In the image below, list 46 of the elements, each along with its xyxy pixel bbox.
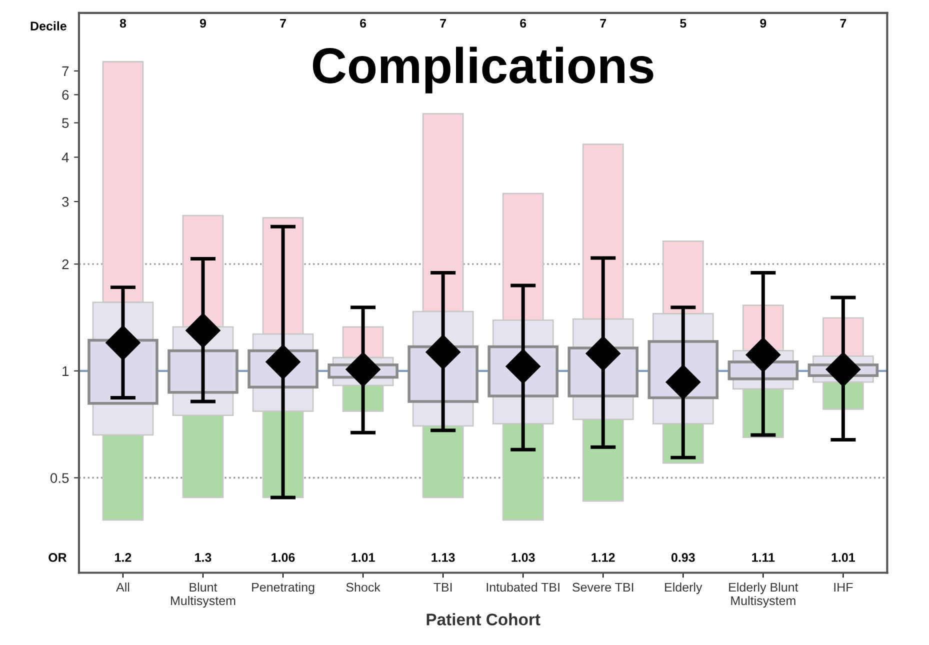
y-tick-label: 6	[62, 90, 69, 100]
x-tick-label: Elderly Blunt Multisystem	[729, 582, 798, 608]
annotation: 0.93	[671, 553, 695, 562]
annotation: 7	[600, 18, 606, 28]
annotation: 9	[760, 18, 766, 28]
annotation: 7	[280, 18, 286, 28]
x-tick-label: Severe TBI	[572, 582, 634, 592]
point	[106, 325, 140, 360]
y-tick-label: 5	[62, 118, 69, 128]
x-tick-label: Blunt Multisystem	[171, 582, 236, 608]
annotation: 1.03	[512, 553, 535, 562]
annotation: 6	[360, 18, 366, 28]
x-tick-label: Penetrating	[252, 582, 314, 594]
annotation: 1.01	[832, 553, 855, 562]
annotation: 1.13	[432, 553, 455, 562]
x-tick-label: Shock	[346, 582, 380, 592]
y-tick-label: 2	[62, 259, 69, 270]
annotation: 6	[520, 18, 526, 28]
annotation: 8	[120, 18, 126, 28]
y-tick-label: 7	[62, 66, 69, 76]
point	[346, 352, 380, 387]
y-tick-label: 3	[62, 196, 69, 207]
annotation: 1.11	[752, 553, 775, 562]
x-tick-label: Elderly	[665, 582, 702, 594]
annotation: 1.12	[592, 553, 615, 562]
annotation: 7	[840, 18, 846, 28]
x-tick-label: IHF	[834, 582, 853, 592]
text: Decile	[30, 21, 66, 30]
y-tick-label: 0.5	[50, 473, 69, 483]
annotation: 1.3	[195, 553, 212, 562]
annotation: 1.06	[272, 553, 295, 562]
point	[186, 313, 220, 348]
annotation: 7	[440, 18, 446, 28]
y-tick-label: 1	[62, 366, 69, 376]
x-tick-label: All	[116, 582, 130, 592]
x-tick-label: TBI	[434, 582, 452, 592]
text: OR	[48, 553, 67, 562]
point	[826, 352, 861, 387]
annotation: 5	[680, 18, 686, 28]
annotation: 1.2	[115, 553, 132, 562]
annotation: 1.01	[352, 553, 375, 562]
x-tick-label: Intubated TBI	[486, 582, 560, 592]
y-tick-label: 4	[62, 152, 69, 162]
x-axis-title: Patient Cohort	[426, 613, 540, 626]
text: Complications	[312, 46, 654, 94]
annotation: 9	[200, 18, 206, 28]
